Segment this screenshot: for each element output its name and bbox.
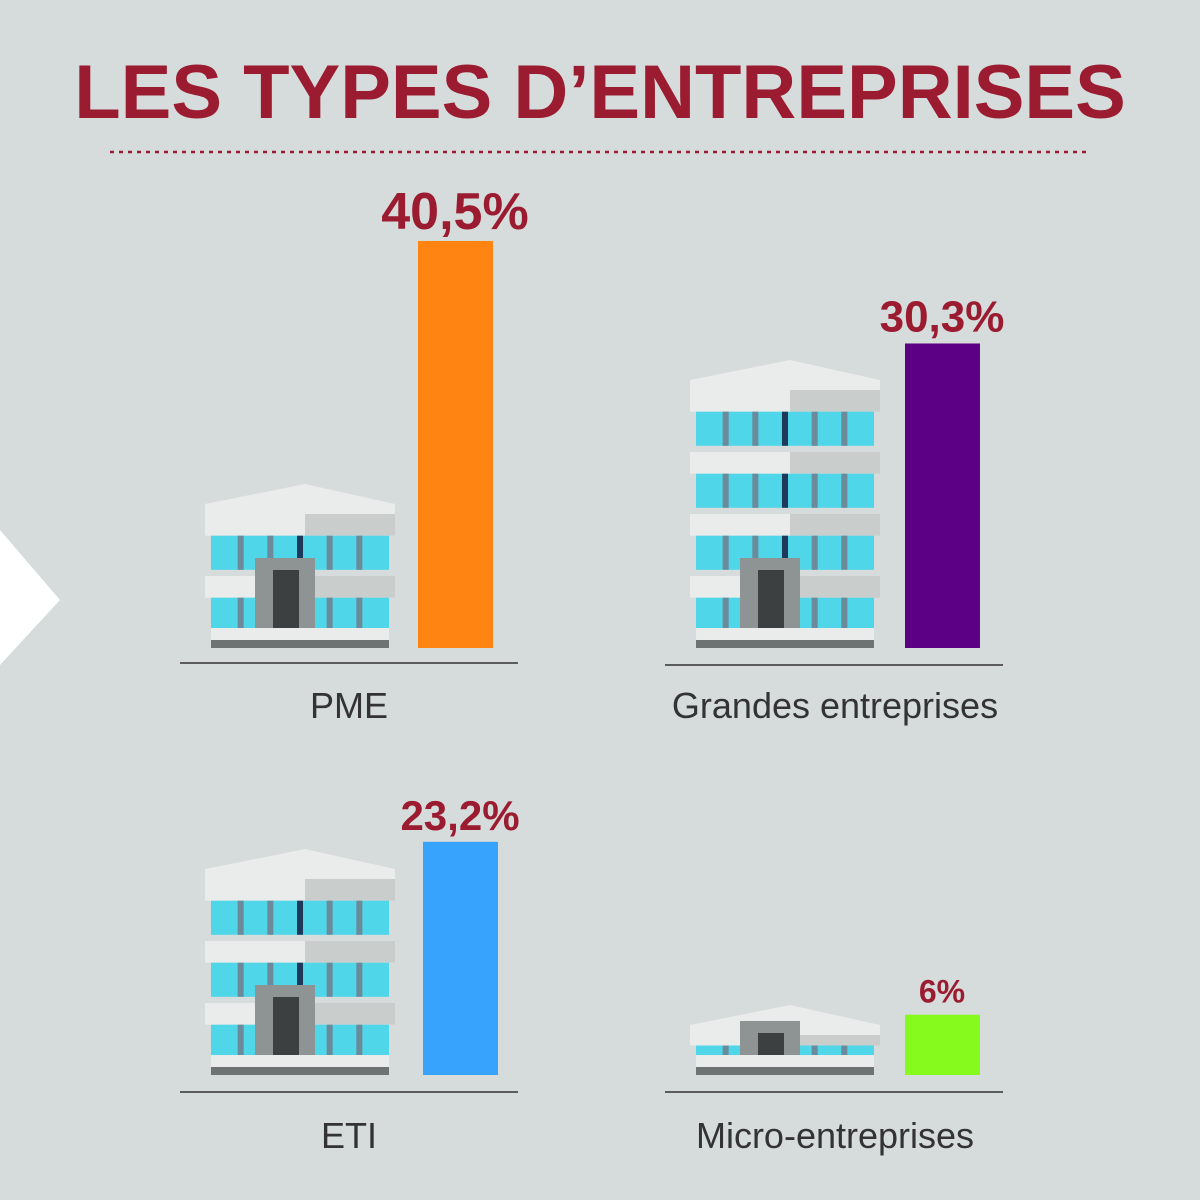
window-frame [356, 535, 363, 570]
window-frame [326, 900, 333, 935]
window-frame [267, 900, 274, 935]
floor-slab-shade [305, 1003, 395, 1025]
building-icon [205, 484, 395, 648]
window-frame [782, 535, 788, 570]
window-frame [752, 535, 759, 570]
window-frame [237, 1024, 244, 1059]
base-step [211, 628, 389, 640]
floor-slab-shade [305, 879, 395, 901]
window-frame [841, 1045, 848, 1062]
floor-slab-shade [790, 576, 880, 598]
building-icon [690, 1005, 880, 1075]
door [273, 570, 299, 628]
building-icon [205, 849, 395, 1075]
window-frame [237, 962, 244, 997]
base-step [696, 1055, 874, 1067]
bar [905, 343, 980, 648]
base-step [696, 628, 874, 640]
side-arrow [0, 530, 60, 665]
floor-slab-shade [790, 390, 880, 412]
window-frame [267, 962, 274, 997]
window-frame [326, 535, 333, 570]
window-frame [811, 597, 818, 632]
base-shadow [696, 1067, 874, 1075]
window-frame [237, 597, 244, 632]
window-frame [326, 1024, 333, 1059]
roof [205, 484, 395, 514]
bar [423, 841, 498, 1075]
chart-title: LES TYPES D’ENTREPRISES [74, 50, 1126, 135]
window-frame [811, 535, 818, 570]
window-frame [811, 411, 818, 446]
value-label: 30,3% [880, 292, 1005, 341]
roof [690, 360, 880, 390]
base-shadow [211, 1067, 389, 1075]
bar [905, 1014, 980, 1075]
window-frame [356, 900, 363, 935]
window-frame [841, 597, 848, 632]
category-label: Grandes entreprises [672, 685, 998, 726]
window-frame [237, 535, 244, 570]
window-frame [722, 411, 729, 446]
category-label: ETI [321, 1115, 377, 1156]
category-label: Micro-entreprises [696, 1115, 974, 1156]
bar [418, 240, 493, 648]
floor-slab-shade [790, 452, 880, 474]
floor-slab-shade [305, 576, 395, 598]
floor-slab-shade [790, 1035, 880, 1046]
window-frame [356, 962, 363, 997]
base-step [211, 1055, 389, 1067]
window-frame [841, 535, 848, 570]
window-frame [752, 473, 759, 508]
floor-slab-shade [305, 941, 395, 963]
value-label: 40,5% [381, 183, 528, 241]
window-frame [811, 1045, 818, 1062]
window-frame [326, 962, 333, 997]
category-label: PME [310, 685, 388, 726]
floor-slab-shade [790, 514, 880, 536]
roof [690, 1005, 880, 1035]
base-shadow [211, 640, 389, 648]
door [273, 997, 299, 1055]
door [758, 570, 784, 628]
window-frame [782, 411, 788, 446]
window-frame [841, 411, 848, 446]
window-frame [782, 473, 788, 508]
window-frame [722, 597, 729, 632]
window-frame [297, 900, 303, 935]
door [758, 1033, 784, 1055]
window-frame [752, 411, 759, 446]
window-frame [297, 535, 303, 570]
value-label: 6% [919, 974, 965, 1010]
window-frame [722, 1045, 729, 1062]
window-frame [356, 597, 363, 632]
window-frame [722, 473, 729, 508]
floor-slab-shade [305, 514, 395, 536]
window-frame [326, 597, 333, 632]
window-frame [722, 535, 729, 570]
building-icon [690, 360, 880, 648]
value-label: 23,2% [400, 792, 519, 839]
window-frame [297, 962, 303, 997]
window-frame [356, 1024, 363, 1059]
base-shadow [696, 640, 874, 648]
roof [205, 849, 395, 879]
window-frame [237, 900, 244, 935]
window-frame [841, 473, 848, 508]
window-frame [811, 473, 818, 508]
window-frame [267, 535, 274, 570]
